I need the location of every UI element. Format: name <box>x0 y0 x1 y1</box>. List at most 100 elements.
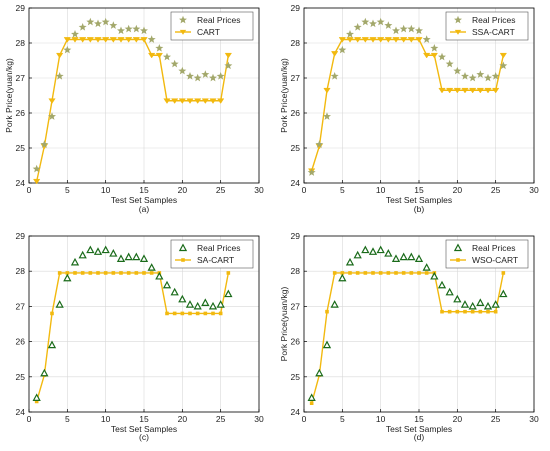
model-point <box>193 98 202 104</box>
real-price-point <box>445 59 454 68</box>
real-price-point <box>453 294 462 303</box>
real-price-point <box>376 17 385 26</box>
model-point <box>491 87 500 94</box>
legend-label-real: Real Prices <box>197 243 240 253</box>
legend: Real Prices SSA-CART <box>445 11 529 41</box>
model-point <box>476 87 485 94</box>
real-price-point <box>368 247 378 255</box>
model-point <box>325 309 329 314</box>
real-price-point <box>499 61 508 70</box>
model-point <box>65 271 70 275</box>
model-point <box>186 98 194 104</box>
x-tick-label: 30 <box>254 185 264 195</box>
real-price-point <box>345 257 355 266</box>
model-point <box>338 37 347 43</box>
legend-box <box>170 11 254 41</box>
real-price-point <box>208 301 218 310</box>
x-tick-label: 5 <box>340 185 345 195</box>
legend: Real Prices CART <box>170 11 254 41</box>
model-point <box>384 37 393 43</box>
real-price-point <box>468 301 477 310</box>
real-price-point <box>315 368 324 377</box>
legend-model-marker <box>181 258 185 262</box>
x-tick-label: 0 <box>27 414 32 424</box>
model-point <box>470 309 475 314</box>
real-price-point <box>94 19 102 28</box>
legend-real-marker <box>453 243 463 252</box>
real-price-point <box>384 21 393 29</box>
real-price-point <box>47 340 57 349</box>
model-point <box>119 271 123 275</box>
y-tick-label: 27 <box>16 301 26 311</box>
model-point <box>211 311 215 316</box>
real-price-point <box>40 140 49 148</box>
legend-real-marker <box>178 243 188 252</box>
real-price-point <box>399 252 408 261</box>
model-point <box>96 271 100 275</box>
y-axis-label: Pork Price(yuan/kg) <box>279 58 289 133</box>
legend-model-marker <box>179 29 187 35</box>
real-price-point <box>78 250 87 259</box>
legend-real-marker <box>454 15 462 24</box>
real-price-point <box>63 45 72 54</box>
model-point <box>438 87 446 94</box>
model-point <box>415 37 423 43</box>
chart-panel-4: 0 5 10 15 20 25 30 24 25 26 27 28 29 Test Set Samples… <box>279 231 539 442</box>
model-point <box>201 98 210 104</box>
model-point <box>32 178 41 185</box>
x-tick-label: 5 <box>340 414 345 424</box>
model-point <box>486 309 490 314</box>
real-price-point <box>63 273 72 282</box>
real-price-point <box>399 24 408 33</box>
real-price-point <box>361 245 370 254</box>
x-tick-label: 0 <box>302 185 307 195</box>
real-price-point <box>391 254 401 262</box>
model-point <box>111 271 116 275</box>
model-point <box>348 271 352 275</box>
real-price-point <box>109 21 118 29</box>
model-point <box>346 37 354 43</box>
model-point <box>117 37 125 43</box>
real-price-point <box>476 70 485 78</box>
model-point <box>134 271 139 275</box>
x-tick-label: 5 <box>65 185 70 195</box>
real-price-point <box>476 298 485 306</box>
model-point <box>323 87 331 94</box>
real-price-point <box>461 72 469 80</box>
model-point <box>422 52 431 59</box>
y-tick-label: 27 <box>16 73 26 83</box>
model-point <box>57 271 62 275</box>
panel-caption: (b) <box>414 204 425 214</box>
model-point <box>445 87 454 94</box>
y-tick-label: 24 <box>291 407 301 417</box>
model-point <box>430 52 439 59</box>
real-price-point <box>216 72 225 80</box>
legend-box <box>445 239 529 269</box>
real-price-point <box>430 44 439 52</box>
real-price-point <box>307 393 316 401</box>
x-tick-label: 15 <box>139 414 149 424</box>
x-axis-label: Test Set Samples <box>111 424 177 434</box>
model-point <box>155 52 164 59</box>
legend-label-real: Real Prices <box>197 15 240 25</box>
real-price-point <box>55 300 64 308</box>
real-price-point <box>491 300 500 308</box>
real-price-point <box>201 70 210 78</box>
real-price-point <box>422 263 431 271</box>
real-price-point <box>71 30 79 38</box>
real-price-point <box>438 52 446 61</box>
model-point <box>332 271 337 275</box>
real-price-point <box>178 66 187 75</box>
y-tick-label: 25 <box>16 143 26 153</box>
real-price-point <box>414 254 424 262</box>
real-price-point <box>384 249 393 257</box>
real-price-point <box>124 24 133 33</box>
model-point <box>440 309 444 314</box>
model-point <box>378 271 383 275</box>
legend-label-real: Real Prices <box>472 15 515 25</box>
y-tick-label: 24 <box>16 407 26 417</box>
real-price-point <box>483 301 493 310</box>
model-point <box>376 37 385 43</box>
x-axis-label: Test Set Samples <box>111 195 177 205</box>
